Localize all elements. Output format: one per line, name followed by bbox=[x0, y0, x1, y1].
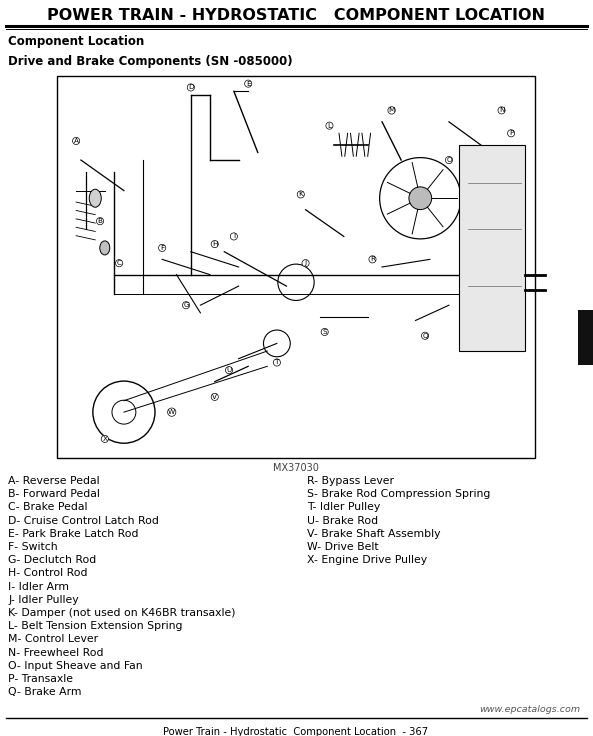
Text: U: U bbox=[227, 367, 232, 373]
Text: W: W bbox=[168, 409, 176, 415]
Text: Component Location: Component Location bbox=[8, 35, 144, 49]
Text: B- Forward Pedal: B- Forward Pedal bbox=[8, 489, 100, 499]
Text: D- Cruise Control Latch Rod: D- Cruise Control Latch Rod bbox=[8, 516, 159, 526]
Text: D: D bbox=[188, 85, 194, 91]
Text: V: V bbox=[212, 394, 217, 400]
Ellipse shape bbox=[100, 241, 110, 255]
Text: P- Transaxle: P- Transaxle bbox=[8, 674, 73, 684]
Text: I- Idler Arm: I- Idler Arm bbox=[8, 581, 69, 592]
Text: M- Control Lever: M- Control Lever bbox=[8, 634, 98, 645]
Text: T- Idler Pulley: T- Idler Pulley bbox=[307, 503, 380, 512]
Text: J: J bbox=[304, 261, 307, 266]
Text: Q- Brake Arm: Q- Brake Arm bbox=[8, 687, 81, 697]
Text: L: L bbox=[327, 123, 331, 129]
Text: V- Brake Shaft Assembly: V- Brake Shaft Assembly bbox=[307, 528, 441, 539]
Text: F: F bbox=[160, 245, 164, 251]
Text: B: B bbox=[97, 218, 103, 224]
Text: X- Engine Drive Pulley: X- Engine Drive Pulley bbox=[307, 555, 427, 565]
Text: R- Bypass Lever: R- Bypass Lever bbox=[307, 476, 394, 486]
Text: G- Declutch Rod: G- Declutch Rod bbox=[8, 555, 96, 565]
Text: T: T bbox=[275, 359, 279, 366]
Text: M: M bbox=[388, 107, 395, 113]
Text: S- Brake Rod Compression Spring: S- Brake Rod Compression Spring bbox=[307, 489, 490, 499]
Text: E: E bbox=[246, 81, 250, 87]
Text: L- Belt Tension Extension Spring: L- Belt Tension Extension Spring bbox=[8, 621, 183, 631]
Text: J- Idler Pulley: J- Idler Pulley bbox=[8, 595, 79, 605]
Text: C: C bbox=[117, 261, 122, 266]
Text: U- Brake Rod: U- Brake Rod bbox=[307, 516, 378, 526]
Bar bbox=[57, 76, 535, 458]
Text: A- Reverse Pedal: A- Reverse Pedal bbox=[8, 476, 100, 486]
Text: O: O bbox=[446, 157, 452, 163]
Text: X: X bbox=[103, 436, 107, 442]
Text: POWER TRAIN - HYDROSTATIC   COMPONENT LOCATION: POWER TRAIN - HYDROSTATIC COMPONENT LOCA… bbox=[47, 9, 545, 24]
Text: O- Input Sheave and Fan: O- Input Sheave and Fan bbox=[8, 661, 143, 670]
Bar bbox=[578, 310, 593, 365]
Text: MX37030: MX37030 bbox=[273, 463, 319, 473]
Circle shape bbox=[409, 187, 432, 210]
Text: R: R bbox=[370, 256, 375, 262]
Text: A: A bbox=[74, 138, 79, 144]
Text: Drive and Brake Components (SN -085000): Drive and Brake Components (SN -085000) bbox=[8, 55, 292, 68]
Text: H: H bbox=[212, 241, 218, 247]
Text: W- Drive Belt: W- Drive Belt bbox=[307, 542, 378, 552]
Text: G: G bbox=[183, 302, 189, 308]
Text: www.epcatalogs.com: www.epcatalogs.com bbox=[479, 705, 580, 714]
Text: C- Brake Pedal: C- Brake Pedal bbox=[8, 503, 88, 512]
Text: K- Damper (not used on K46BR transaxle): K- Damper (not used on K46BR transaxle) bbox=[8, 608, 235, 618]
Text: N: N bbox=[499, 107, 504, 113]
Text: E- Park Brake Latch Rod: E- Park Brake Latch Rod bbox=[8, 528, 139, 539]
Text: H- Control Rod: H- Control Rod bbox=[8, 568, 88, 578]
Ellipse shape bbox=[89, 189, 101, 208]
Text: K: K bbox=[298, 191, 303, 197]
Text: Q: Q bbox=[422, 333, 428, 339]
Text: F- Switch: F- Switch bbox=[8, 542, 58, 552]
Text: N- Freewheel Rod: N- Freewheel Rod bbox=[8, 648, 104, 657]
Text: S: S bbox=[323, 329, 327, 335]
Bar bbox=[458, 145, 525, 351]
Text: I: I bbox=[233, 233, 235, 239]
Text: P: P bbox=[509, 130, 514, 136]
Text: Power Train - Hydrostatic  Component Location  - 367: Power Train - Hydrostatic Component Loca… bbox=[164, 727, 429, 736]
